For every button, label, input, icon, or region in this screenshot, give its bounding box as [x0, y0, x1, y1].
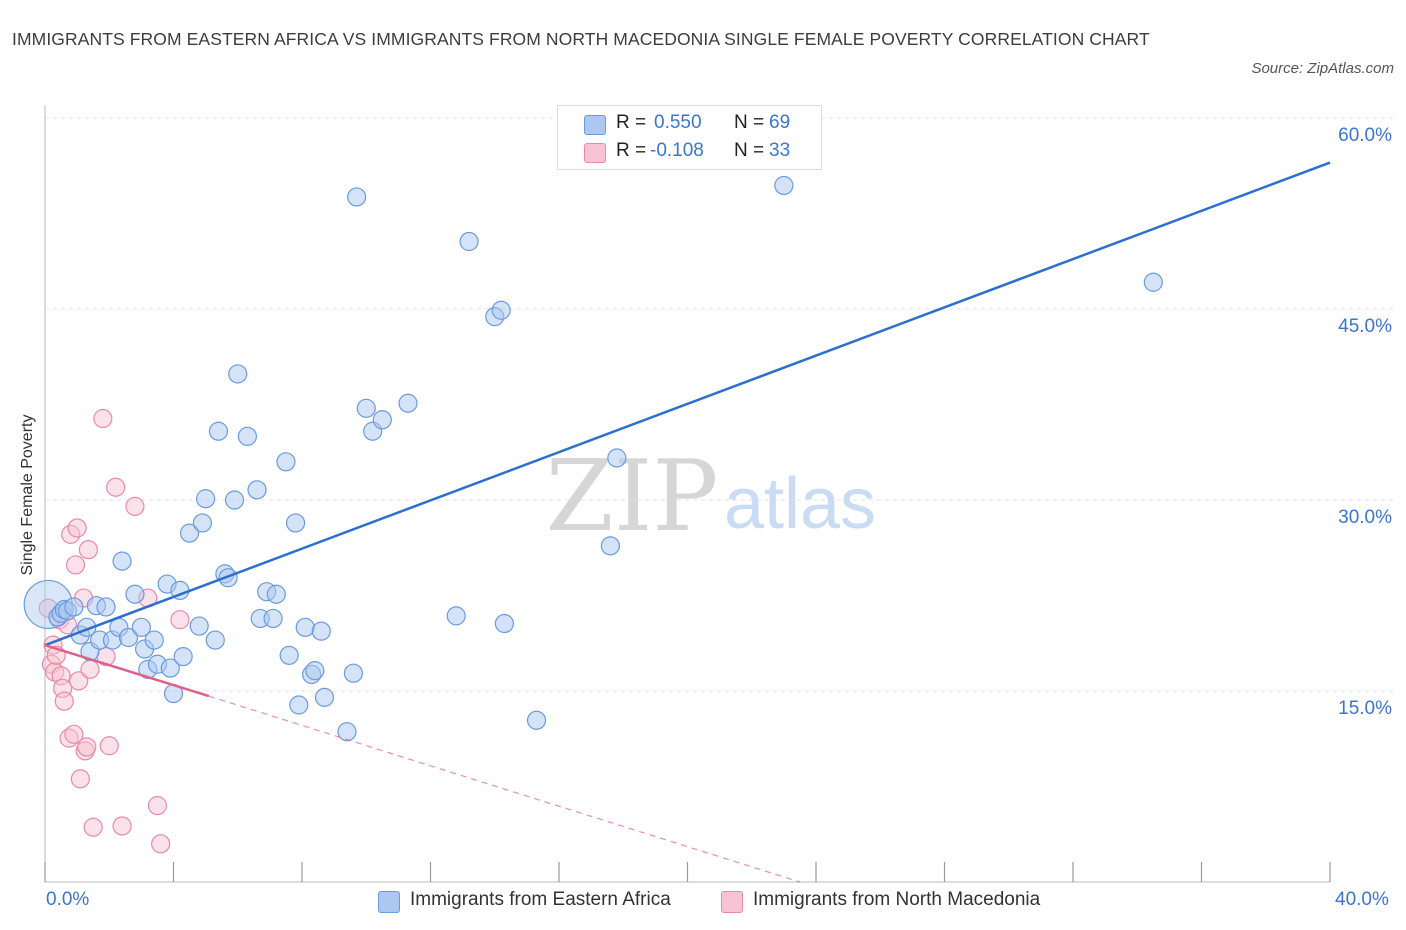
chart-title: IMMIGRANTS FROM EASTERN AFRICA VS IMMIGR… [12, 29, 1150, 49]
data-point [600, 536, 621, 556]
data-point [398, 393, 418, 413]
legend-swatch-pink [584, 143, 606, 163]
data-point [118, 627, 139, 648]
data-point [106, 477, 126, 497]
legend-swatch-pink [721, 891, 743, 913]
data-point [289, 695, 309, 715]
data-point [237, 426, 257, 446]
data-point [337, 722, 357, 742]
data-point [247, 480, 267, 500]
data-point [372, 410, 392, 430]
data-point [64, 724, 84, 744]
y-tick-label: 60.0% [1338, 125, 1392, 146]
data-point [112, 551, 132, 571]
data-point [276, 452, 296, 472]
data-point [196, 489, 216, 509]
watermark-zip: ZIP [546, 440, 719, 554]
data-point [356, 398, 376, 418]
axes [44, 105, 1331, 883]
data-point [125, 584, 145, 604]
data-point [77, 737, 97, 757]
y-tick-label: 15.0% [1338, 698, 1392, 719]
data-point [69, 671, 89, 691]
data-point [64, 597, 84, 617]
legend-r-value: 0.550 [654, 112, 702, 133]
data-point [459, 231, 479, 252]
data-point [160, 658, 180, 678]
y-tick-label: 45.0% [1338, 316, 1392, 337]
grid-lines [45, 117, 1395, 692]
y-axis-label: Single Female Poverty [19, 414, 36, 576]
correlation-legend: R = 0.550 N = 69 R = -0.108 N = 33 [557, 105, 822, 170]
legend-r-label: R = [616, 112, 647, 133]
legend-r-label: R = [616, 140, 647, 161]
watermark-atlas: atlas [724, 464, 876, 544]
data-point [607, 448, 627, 468]
data-point [70, 769, 90, 789]
data-point [67, 518, 87, 538]
data-point [65, 555, 86, 575]
data-point [192, 513, 213, 533]
data-point [491, 300, 511, 320]
data-point [144, 630, 164, 650]
data-point [54, 691, 74, 711]
data-point [228, 364, 248, 384]
data-point [295, 617, 315, 637]
data-point [266, 584, 286, 604]
series-eastern-africa [23, 175, 1163, 742]
data-point [125, 496, 145, 516]
legend-swatch-blue [378, 891, 400, 913]
data-point [311, 621, 331, 641]
y-tick-label: 30.0% [1338, 507, 1392, 528]
data-point [147, 795, 168, 816]
data-point [205, 630, 225, 650]
x-tick-label-max: 40.0% [1335, 889, 1389, 910]
data-point [151, 834, 171, 854]
data-point [78, 540, 98, 560]
legend-n-label: N = [734, 140, 765, 161]
data-point [189, 616, 209, 636]
data-point [131, 617, 151, 637]
watermark: ZIP atlas [546, 440, 876, 554]
data-point [279, 645, 299, 665]
data-point [1143, 272, 1163, 292]
trend-lines [44, 161, 1331, 883]
x-tick-label-min: 0.0% [46, 889, 90, 910]
data-point [99, 736, 119, 756]
data-point [526, 710, 547, 730]
data-point [80, 659, 100, 679]
data-point [347, 187, 367, 207]
data-point [208, 421, 229, 441]
legend-n-value: 69 [769, 112, 791, 133]
trend-line-eastern-africa [44, 161, 1331, 647]
data-point [173, 647, 193, 667]
trend-line-north-macedonia [44, 643, 210, 698]
legend-n-label: N = [734, 112, 765, 133]
data-point [96, 597, 116, 617]
data-point [112, 816, 132, 836]
data-point [93, 408, 113, 429]
data-point [494, 613, 514, 634]
data-point [285, 513, 306, 533]
legend-r-value: -0.108 [650, 140, 704, 161]
legend-label-north-macedonia: Immigrants from North Macedonia [753, 889, 1041, 910]
data-point [343, 663, 363, 683]
data-point [446, 606, 466, 626]
legend-swatch-blue [584, 115, 606, 135]
trend-line-north-macedonia-extension [208, 695, 801, 883]
data-point [774, 175, 794, 196]
legend-n-value: 33 [769, 140, 791, 161]
data-point [263, 608, 283, 629]
data-point [179, 523, 200, 543]
data-point [224, 490, 245, 510]
data-point [170, 610, 190, 630]
source-label: Source: ZipAtlas.com [1251, 60, 1394, 77]
y-tick-labels: 15.0% 30.0% 45.0% 60.0% [1338, 125, 1392, 719]
data-point [314, 687, 335, 707]
legend-label-eastern-africa: Immigrants from Eastern Africa [410, 889, 671, 910]
data-point [305, 661, 325, 681]
data-point [83, 817, 103, 837]
